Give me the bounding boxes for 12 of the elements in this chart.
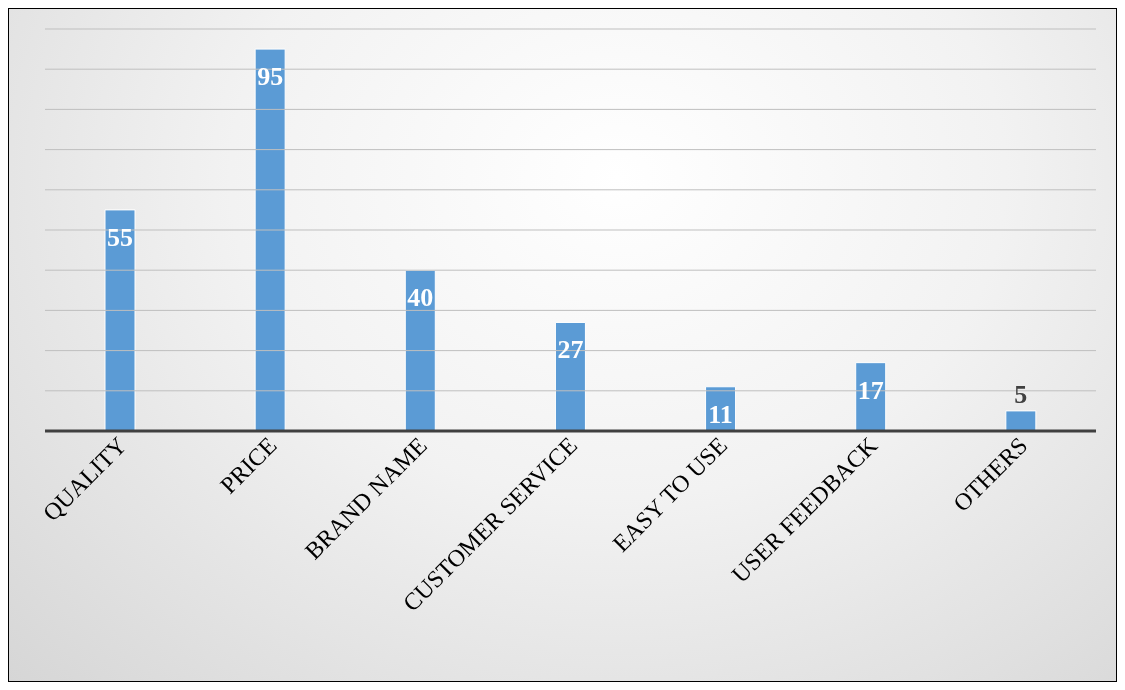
bar bbox=[1005, 410, 1037, 431]
data-label: 40 bbox=[407, 283, 434, 313]
bar bbox=[104, 209, 136, 431]
bar bbox=[554, 321, 586, 431]
bar bbox=[404, 269, 436, 431]
bar bbox=[254, 48, 286, 431]
data-label: 95 bbox=[257, 62, 284, 92]
data-label: 11 bbox=[708, 399, 733, 429]
data-label: 17 bbox=[857, 375, 884, 405]
data-label: 27 bbox=[557, 335, 584, 365]
data-label: 55 bbox=[107, 222, 133, 252]
data-label: 5 bbox=[1014, 379, 1028, 409]
